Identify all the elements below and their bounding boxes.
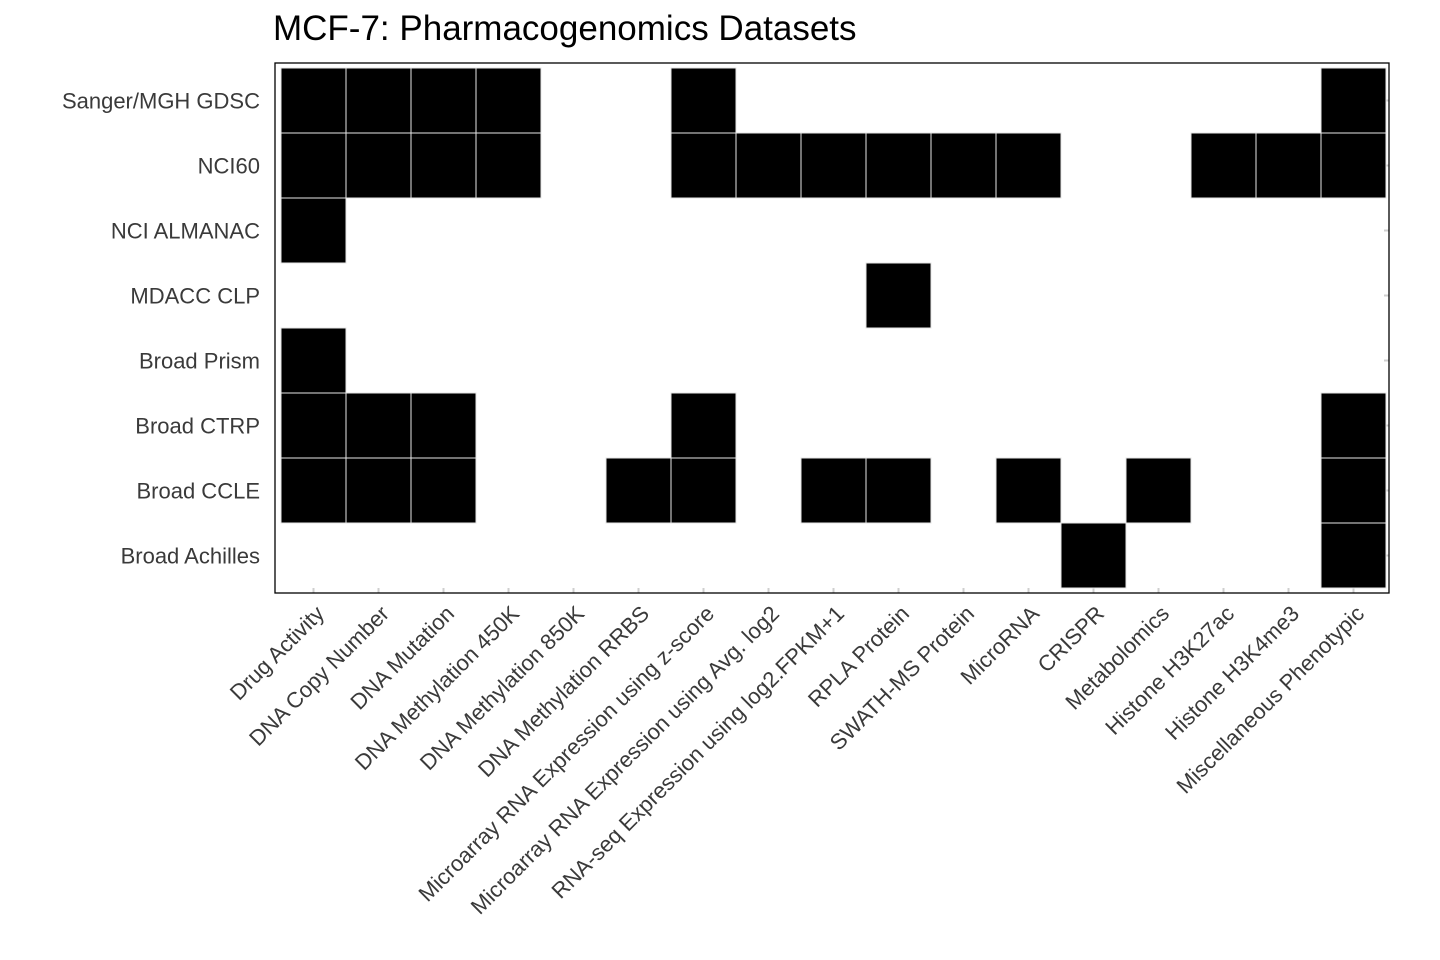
heatmap-cell [280, 457, 347, 524]
heatmap-cell [410, 132, 477, 199]
heatmap-cell [345, 132, 412, 199]
heatmap-cell [735, 132, 802, 199]
heatmap-cell [475, 67, 542, 134]
heatmap-cell [865, 262, 932, 329]
heatmap-cell [280, 132, 347, 199]
heatmap-cell [280, 67, 347, 134]
heatmap-cell [280, 197, 347, 264]
heatmap-cell [280, 392, 347, 459]
row-label: Sanger/MGH GDSC [62, 89, 260, 114]
heatmap-cells [280, 67, 1387, 589]
heatmap-cell [605, 457, 672, 524]
column-label: Microarray RNA Expression using Avg. log… [466, 601, 784, 919]
heatmap-cell [410, 457, 477, 524]
heatmap-cell [475, 132, 542, 199]
heatmap-cell [670, 67, 737, 134]
heatmap-cell [345, 392, 412, 459]
heatmap-cell [1320, 392, 1387, 459]
chart-title: MCF-7: Pharmacogenomics Datasets [273, 9, 857, 48]
row-label: Broad Prism [139, 349, 260, 374]
heatmap-cell [345, 67, 412, 134]
heatmap-cell [1320, 457, 1387, 524]
heatmap-cell [865, 132, 932, 199]
row-labels: Sanger/MGH GDSC NCI60 NCI ALMANAC MDACC CLP… [62, 89, 260, 569]
heatmap-cell [800, 457, 867, 524]
panel-border [274, 62, 1390, 594]
heatmap-cell [995, 457, 1062, 524]
heatmap-cell [995, 132, 1062, 199]
heatmap-cell [800, 132, 867, 199]
heatmap-cell [1320, 522, 1387, 589]
heatmap-cell [410, 67, 477, 134]
heatmap-cell [670, 132, 737, 199]
heatmap-cell [865, 457, 932, 524]
heatmap-cell [280, 327, 347, 394]
row-label: MDACC CLP [130, 284, 260, 309]
heatmap-cell [410, 392, 477, 459]
row-label: Broad CTRP [135, 414, 260, 439]
heatmap-cell [670, 392, 737, 459]
heatmap-cell [345, 457, 412, 524]
heatmap-cell [670, 457, 737, 524]
heatmap-cell [1125, 457, 1192, 524]
heatmap-cell [1320, 132, 1387, 199]
heatmap-cell [1320, 67, 1387, 134]
row-label: Broad Achilles [121, 544, 260, 569]
heatmap-cell [1255, 132, 1322, 199]
heatmap-cell [1190, 132, 1257, 199]
row-label: Broad CCLE [136, 479, 260, 504]
heatmap-cell [930, 132, 997, 199]
row-label: NCI60 [198, 154, 260, 179]
row-label: NCI ALMANAC [111, 219, 260, 244]
heatmap-cell [1060, 522, 1127, 589]
